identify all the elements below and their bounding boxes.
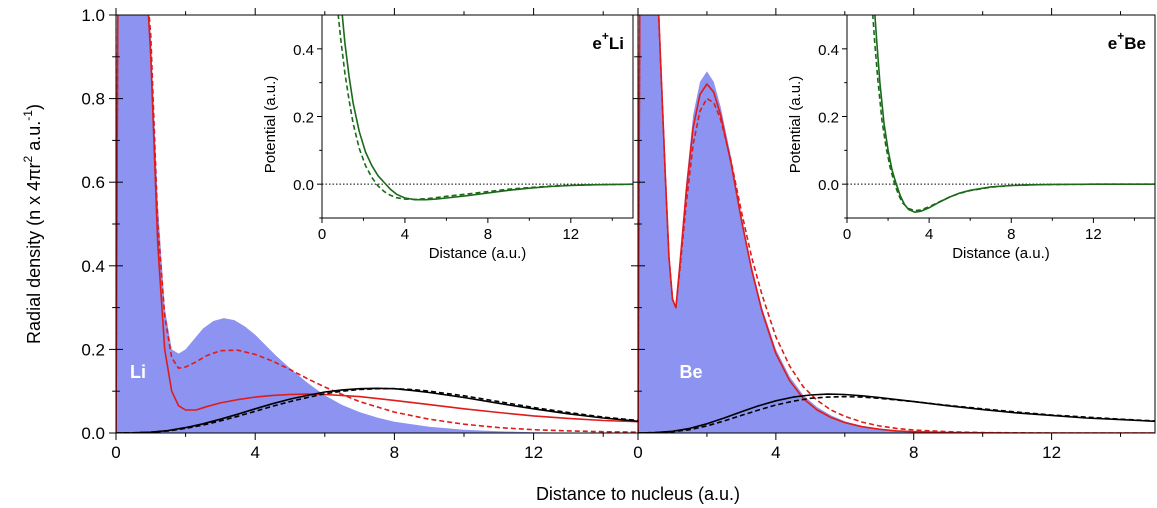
panel-tag-box [671,357,711,385]
x-tick-label: 0 [633,443,642,462]
x-axis-label: Distance to nucleus (a.u.) [536,484,740,504]
series-black-dashed-4 [638,395,1155,433]
x-tick-label: 8 [484,226,492,243]
x-tick-label: 0 [318,226,326,243]
x-tick-label: 4 [401,226,409,243]
y-tick-label: 0.0 [293,177,314,194]
plot-area [116,15,638,433]
y-tick-label: 0.2 [818,110,839,127]
inset-x-axis-label: Distance (a.u.) [429,245,527,262]
series-black-dashed-4 [116,387,638,433]
inset-system-label: e+Be [1108,29,1146,53]
inset-system-label: e+Li [592,29,624,53]
y-tick-label: 0.2 [293,110,314,127]
y-tick-label: 0.8 [81,90,105,109]
x-tick-label: 4 [925,226,933,243]
x-tick-label: 0 [111,443,120,462]
x-tick-label: 4 [771,443,780,462]
x-tick-label: 8 [909,443,918,462]
y-tick-label: 1.0 [81,6,105,25]
series-black-solid-3 [116,387,638,433]
panel-tag-box [121,357,155,385]
x-tick-label: 0 [843,226,851,243]
panel-be-inset: 0 4 8 12 0.0 0.2 0.4 Distance (a.u.) Potential (… [787,14,1156,262]
series-red-dashed-2 [116,15,638,433]
inset-background [322,15,633,218]
density-fill-li [116,15,638,433]
y-tick-label: 0.0 [81,424,105,443]
inset-y-axis-label: Potential (a.u.) [787,76,804,174]
series-green-dashed-1 [871,15,1155,212]
inset-y-axis-label: Potential (a.u.) [262,76,279,174]
y-tick-label: 0.4 [81,257,105,276]
x-tick-label: 8 [1007,226,1015,243]
y-tick-label: 0.2 [81,340,105,359]
x-tick-label: 12 [1085,226,1102,243]
x-tick-label: 12 [1042,443,1061,462]
series-red-solid-1 [116,15,638,433]
plot-area [847,15,1155,213]
plot-area [322,15,633,201]
x-tick-label: 4 [250,443,259,462]
series-green-dashed-1 [337,15,633,201]
y-tick-label: 0.4 [293,42,314,59]
panel-li: 0 4 8 12 0.0 0.2 0.4 0.6 0.8 1.0 Li [81,6,639,462]
panel-tag-label: Li [130,362,146,382]
panel-tag-label: Be [679,362,702,382]
y-axis-label: Radial density (n x 4πr2 a.u.-1) [21,104,44,344]
series-red-dashed-2 [638,15,1155,433]
inset-x-axis-label: Distance (a.u.) [952,245,1050,262]
x-tick-label: 12 [562,226,579,243]
x-tick-label: 12 [524,443,543,462]
y-tick-label: 0.0 [818,177,839,194]
y-tick-label: 0.6 [81,173,105,192]
y-tick-label: 0.4 [818,42,839,59]
panel-li-inset: 0 4 8 12 0.0 0.2 0.4 Distance (a.u.) Potential (… [262,14,634,262]
x-tick-label: 8 [390,443,399,462]
